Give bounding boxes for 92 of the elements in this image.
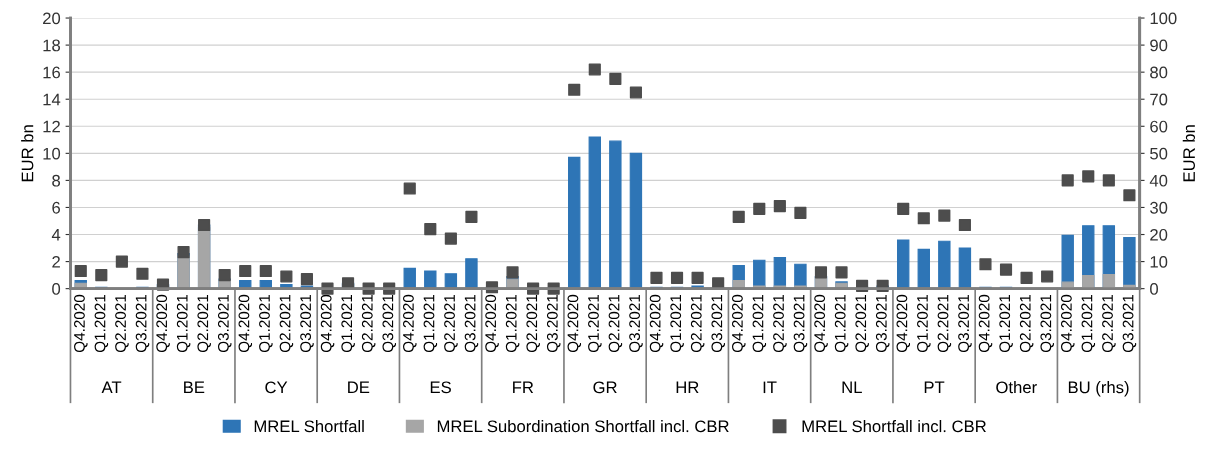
x-tick-label: Q2.2021 [1102,294,1116,353]
y-axis-title: EUR bn [21,125,34,182]
x-tick-label: Q3.2021 [546,294,561,353]
x-tick-label: Q3.2021 [217,294,232,353]
x-tick-label: Q1.2021 [588,294,602,353]
x-tick-label: Q2.2021 [526,294,540,353]
y-tick-label: 6 [52,201,61,214]
text: ES [430,381,451,394]
x-tick-label: Q1.2021 [176,294,191,353]
text: PT [924,381,945,394]
x-tick-label: Q3.2021 [382,294,397,353]
x-tick-label: Q1.2021 [423,294,438,353]
text: CY [265,381,288,394]
x-tick-label: Q4.2020 [320,294,335,353]
text: NL [842,381,862,394]
x-tick-label: Q3.2021 [629,294,643,353]
y2-tick-label: 10 [1150,255,1168,268]
x-tick-label: Q1.2021 [1081,294,1096,353]
x-tick-label: Q4.2020 [567,294,582,353]
x-tick-label: Q3.2021 [135,294,150,353]
y-tick-label: 16 [43,66,61,79]
text: AT [101,381,122,394]
y2-axis-title: EUR bn [1182,125,1195,182]
x-tick-label: Q3.2021 [464,294,479,353]
y2-tick-label: 30 [1150,201,1168,214]
x-tick-label: Q1.2021 [341,294,355,353]
y2-tick-label: 70 [1150,93,1168,106]
y2-tick-label: 0 [1150,283,1159,295]
x-tick-label: Q1.2021 [752,294,767,353]
text: FR [513,381,534,394]
x-tick-label: Q1.2021 [94,294,109,353]
x-tick-label: Q2.2021 [937,294,952,353]
text: GR [593,381,617,394]
y-tick-label: 20 [43,12,61,25]
y-tick-label: 8 [52,174,61,187]
x-tick-label: Q1.2021 [670,294,684,353]
legend-label: MREL Subordination Shortfall incl. CBR [437,420,729,433]
x-tick-label: Q4.2020 [74,294,88,353]
x-tick-label: Q2.2021 [361,294,376,353]
y2-tick-label: 80 [1150,66,1168,79]
x-tick-label: Q4.2020 [1060,294,1075,353]
text: BU (rhs) [1068,380,1129,397]
x-tick-label: Q2.2021 [115,294,129,353]
y2-tick-label: 90 [1150,39,1168,52]
y2-tick-label: 100 [1150,12,1177,25]
y-tick-label: 0 [52,283,61,295]
y2-tick-label: 50 [1150,147,1168,160]
x-tick-label: Q2.2021 [690,294,705,353]
x-tick-label: Q4.2020 [896,294,911,353]
y2-tick-label: 60 [1150,120,1168,133]
text: BE [184,381,205,394]
x-tick-label: Q4.2020 [732,294,746,353]
x-tick-label: Q3.2021 [793,294,808,353]
legend-label: MREL Shortfall [254,420,364,433]
x-tick-label: Q4.2020 [978,294,993,353]
x-tick-label: Q4.2020 [238,294,253,353]
x-tick-label: Q3.2021 [1122,294,1137,353]
x-tick-label: Q4.2020 [485,294,499,353]
x-tick-label: Q1.2021 [834,294,849,353]
text: IT [763,381,777,394]
x-tick-label: Q4.2020 [814,294,828,353]
y-tick-label: 18 [43,39,61,52]
x-tick-label: Q1.2021 [505,294,520,353]
x-tick-label: Q3.2021 [1040,294,1054,353]
y-tick-label: 12 [43,120,60,133]
x-tick-label: Q3.2021 [300,294,314,353]
y2-tick-label: 20 [1150,228,1168,241]
y-tick-label: 14 [43,93,61,106]
x-tick-label: Q1.2021 [917,294,931,353]
y-tick-label: 2 [52,255,60,268]
y-tick-label: 4 [51,229,61,241]
x-tick-label: Q3.2021 [958,294,972,353]
y2-tick-label: 40 [1149,174,1168,187]
y-tick-label: 10 [43,147,61,160]
x-tick-label: Q2.2021 [279,294,294,353]
x-tick-label: Q4.2020 [403,294,417,353]
text: Other [996,380,1037,394]
x-tick-label: Q2.2021 [444,294,458,353]
x-tick-label: Q3.2021 [875,294,890,353]
x-tick-label: Q4.2020 [156,294,170,353]
x-tick-label: Q3.2021 [711,294,725,353]
x-tick-label: Q2.2021 [855,294,869,353]
legend-label: MREL Shortfall incl. CBR [802,420,986,433]
text: HR [676,381,699,394]
x-tick-label: Q2.2021 [1019,294,1034,353]
x-tick-label: Q4.2020 [649,294,664,353]
x-tick-label: Q2.2021 [608,294,623,353]
x-tick-label: Q2.2021 [197,294,211,353]
x-tick-label: Q1.2021 [999,294,1013,353]
x-tick-label: Q1.2021 [259,294,273,353]
x-tick-label: Q2.2021 [773,294,787,353]
text: DE [348,381,370,394]
